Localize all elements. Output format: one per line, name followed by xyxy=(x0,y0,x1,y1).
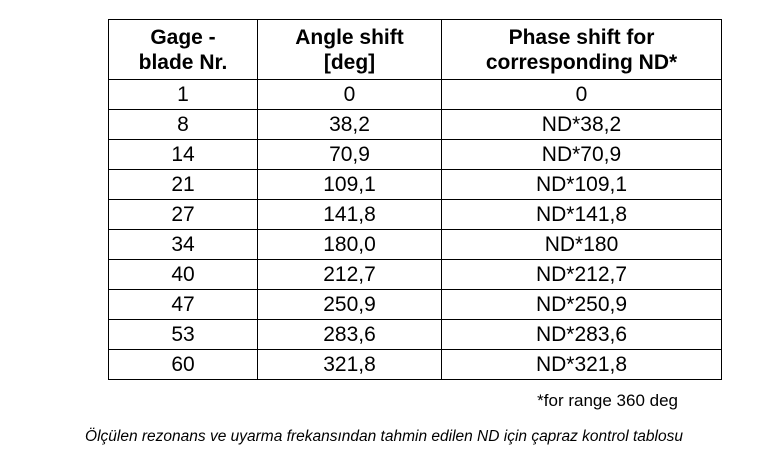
table-row: 53 283,6 ND*283,6 xyxy=(108,319,722,350)
cell-gage-blade: 47 xyxy=(108,289,258,320)
cell-angle-shift: 250,9 xyxy=(257,289,442,320)
cell-phase-shift: ND*70,9 xyxy=(441,139,722,170)
cell-phase-shift: 0 xyxy=(441,79,722,110)
header-phase-shift-line1: Phase shift for xyxy=(508,25,655,49)
cell-gage-blade: 8 xyxy=(108,109,258,140)
cell-angle-shift: 109,1 xyxy=(257,169,442,200)
cell-angle-shift: 180,0 xyxy=(257,229,442,260)
header-gage-blade: Gage - blade Nr. xyxy=(108,19,258,80)
header-phase-shift-line2: corresponding ND* xyxy=(485,50,678,74)
cell-phase-shift: ND*283,6 xyxy=(441,319,722,350)
cell-gage-blade: 34 xyxy=(108,229,258,260)
header-angle-shift-line1: Angle shift xyxy=(295,25,404,49)
cell-phase-shift: ND*250,9 xyxy=(441,289,722,320)
cell-angle-shift: 321,8 xyxy=(257,349,442,380)
cell-phase-shift: ND*321,8 xyxy=(441,349,722,380)
cell-gage-blade: 14 xyxy=(108,139,258,170)
header-angle-shift: Angle shift [deg] xyxy=(257,19,442,80)
table-row: 34 180,0 ND*180 xyxy=(108,229,722,260)
header-gage-blade-line1: Gage - xyxy=(150,25,216,49)
table-row: 60 321,8 ND*321,8 xyxy=(108,349,722,380)
table-row: 1 0 0 xyxy=(108,79,722,110)
table-row: 14 70,9 ND*70,9 xyxy=(108,139,722,170)
cell-phase-shift: ND*180 xyxy=(441,229,722,260)
data-table-container: Gage - blade Nr. Angle shift [deg] Phase… xyxy=(108,19,722,380)
cell-angle-shift: 70,9 xyxy=(257,139,442,170)
cell-gage-blade: 1 xyxy=(108,79,258,110)
table-row: 47 250,9 ND*250,9 xyxy=(108,289,722,320)
cell-angle-shift: 212,7 xyxy=(257,259,442,290)
cell-gage-blade: 21 xyxy=(108,169,258,200)
cell-gage-blade: 27 xyxy=(108,199,258,230)
table-header-row: Gage - blade Nr. Angle shift [deg] Phase… xyxy=(108,19,722,80)
cell-gage-blade: 40 xyxy=(108,259,258,290)
cell-phase-shift: ND*212,7 xyxy=(441,259,722,290)
cell-angle-shift: 38,2 xyxy=(257,109,442,140)
cell-angle-shift: 0 xyxy=(257,79,442,110)
cell-angle-shift: 141,8 xyxy=(257,199,442,230)
table-caption: Ölçülen rezonans ve uyarma frekansından … xyxy=(85,428,683,445)
header-gage-blade-line2: blade Nr. xyxy=(138,50,228,74)
header-phase-shift: Phase shift for corresponding ND* xyxy=(441,19,722,80)
table-footnote: *for range 360 deg xyxy=(537,391,678,410)
cell-gage-blade: 60 xyxy=(108,349,258,380)
cell-phase-shift: ND*141,8 xyxy=(441,199,722,230)
cell-phase-shift: ND*109,1 xyxy=(441,169,722,200)
table-row: 40 212,7 ND*212,7 xyxy=(108,259,722,290)
cell-gage-blade: 53 xyxy=(108,319,258,350)
cell-angle-shift: 283,6 xyxy=(257,319,442,350)
header-angle-shift-line2: [deg] xyxy=(323,50,376,74)
gage-blade-table: Gage - blade Nr. Angle shift [deg] Phase… xyxy=(108,19,722,380)
table-row: 8 38,2 ND*38,2 xyxy=(108,109,722,140)
table-row: 27 141,8 ND*141,8 xyxy=(108,199,722,230)
table-row: 21 109,1 ND*109,1 xyxy=(108,169,722,200)
cell-phase-shift: ND*38,2 xyxy=(441,109,722,140)
